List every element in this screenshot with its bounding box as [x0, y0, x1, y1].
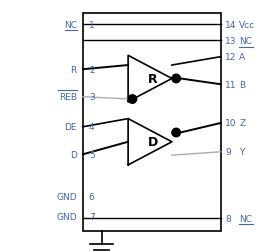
Text: NC: NC: [239, 214, 252, 223]
Text: 11: 11: [225, 80, 237, 89]
Text: R: R: [70, 66, 77, 74]
Circle shape: [128, 96, 137, 104]
Text: 9: 9: [225, 148, 231, 157]
Text: 8: 8: [225, 214, 231, 223]
Text: 13: 13: [225, 37, 237, 46]
Text: REB: REB: [59, 93, 77, 102]
Circle shape: [172, 75, 181, 83]
Text: B: B: [239, 80, 245, 89]
Text: 12: 12: [225, 53, 237, 62]
Text: D: D: [147, 136, 158, 149]
Text: 14: 14: [225, 21, 237, 29]
Text: 3: 3: [89, 93, 95, 102]
Text: 1: 1: [89, 21, 95, 29]
Text: Z: Z: [239, 119, 245, 128]
Text: Vcc: Vcc: [239, 21, 256, 29]
Text: 4: 4: [89, 123, 94, 132]
Bar: [83, 14, 221, 231]
Text: 10: 10: [225, 119, 237, 128]
Text: 7: 7: [89, 212, 95, 222]
Text: 5: 5: [89, 150, 95, 159]
Text: 2: 2: [89, 66, 94, 74]
Text: NC: NC: [239, 37, 252, 46]
Text: NC: NC: [64, 21, 77, 29]
Text: DE: DE: [64, 123, 77, 132]
Text: Y: Y: [239, 148, 245, 157]
Text: D: D: [70, 150, 77, 159]
Text: R: R: [148, 73, 157, 86]
Text: A: A: [239, 53, 245, 62]
Circle shape: [172, 129, 181, 137]
Text: 6: 6: [89, 193, 95, 202]
Text: GND: GND: [56, 212, 77, 222]
Text: GND: GND: [56, 193, 77, 202]
